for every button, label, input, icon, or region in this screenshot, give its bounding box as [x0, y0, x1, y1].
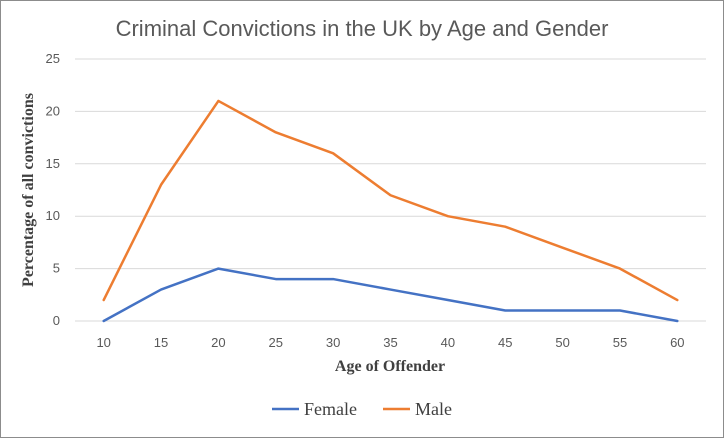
legend: Female Male [272, 399, 452, 419]
x-tick-label: 30 [326, 335, 340, 350]
series-lines [102, 99, 679, 323]
x-tick-label: 15 [154, 335, 168, 350]
y-axis-ticks: 0 5 10 15 20 25 [46, 51, 60, 328]
x-axis-title: Age of Offender [335, 358, 445, 375]
series-line-male [102, 99, 679, 302]
legend-label-female: Female [304, 399, 357, 419]
y-tick-label: 20 [46, 103, 60, 118]
legend-label-male: Male [415, 399, 452, 419]
y-tick-label: 0 [53, 313, 60, 328]
y-tick-label: 15 [46, 156, 60, 171]
x-tick-label: 20 [211, 335, 225, 350]
y-axis-title: Percentage of all convictions [20, 93, 37, 287]
x-tick-label: 25 [269, 335, 283, 350]
x-tick-label: 10 [96, 335, 110, 350]
x-tick-label: 35 [383, 335, 397, 350]
x-tick-label: 55 [613, 335, 627, 350]
gridlines [75, 58, 706, 322]
x-tick-label: 50 [555, 335, 569, 350]
y-tick-label: 10 [46, 208, 60, 223]
chart-title: Criminal Convictions in the UK by Age an… [116, 16, 609, 41]
y-tick-label: 25 [46, 51, 60, 66]
x-axis-ticks: 10 15 20 25 30 35 40 45 50 55 60 [96, 335, 684, 350]
series-line-female [102, 267, 679, 323]
x-tick-label: 60 [670, 335, 684, 350]
x-tick-label: 40 [441, 335, 455, 350]
y-tick-label: 5 [53, 261, 60, 276]
x-tick-label: 45 [498, 335, 512, 350]
